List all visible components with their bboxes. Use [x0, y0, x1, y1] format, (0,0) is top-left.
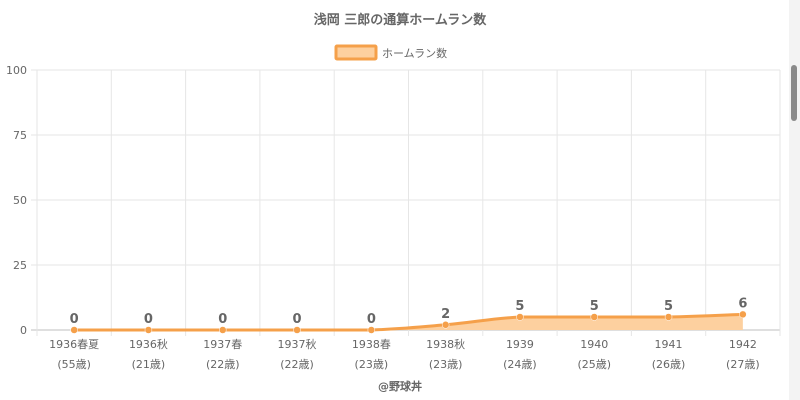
x-tick-sublabel: (21歳) — [132, 358, 166, 371]
data-label: 2 — [441, 307, 450, 322]
data-label: 5 — [590, 299, 599, 314]
grid — [31, 69, 781, 336]
y-tick-label: 0 — [20, 324, 27, 337]
data-labels: 0 0 0 0 0 2 5 5 5 6 — [70, 296, 748, 327]
x-tick-label: 1942 — [729, 338, 757, 351]
series-points — [70, 310, 747, 334]
x-axis: 1936春夏 (55歳) 1936秋 (21歳) 1937春 (22歳) 1937秋 (22歳… — [49, 337, 759, 371]
x-tick-sublabel: (27歳) — [726, 358, 760, 371]
x-tick-label: 1937春 — [203, 338, 242, 351]
chart-title: 浅岡 三郎の通算ホームラン数 — [314, 12, 487, 28]
data-label: 0 — [144, 312, 153, 327]
data-label: 5 — [515, 299, 524, 314]
scrollbar[interactable] — [789, 0, 800, 400]
x-tick-label: 1939 — [506, 338, 534, 351]
x-tick-sublabel: (23歳) — [355, 358, 389, 371]
x-tick-sublabel: (22歳) — [280, 358, 314, 371]
x-tick-label: 1936春夏 — [49, 338, 99, 351]
x-tick-sublabel: (26歳) — [652, 358, 686, 371]
legend-swatch — [334, 44, 378, 61]
y-tick-label: 100 — [6, 64, 27, 77]
data-point[interactable] — [590, 313, 598, 321]
legend[interactable]: ホームラン数 — [334, 44, 447, 61]
x-tick-sublabel: (55歳) — [57, 358, 91, 371]
x-tick-sublabel: (25歳) — [577, 358, 611, 371]
data-label: 0 — [70, 312, 79, 327]
data-point[interactable] — [293, 326, 301, 334]
legend-label: ホームラン数 — [382, 47, 447, 60]
x-tick-label: 1941 — [655, 338, 683, 351]
credit-text: @野球丼 — [378, 379, 422, 393]
x-tick-label: 1938春 — [352, 338, 391, 351]
x-tick-label: 1937秋 — [278, 337, 317, 351]
data-label: 6 — [738, 296, 747, 311]
y-tick-label: 25 — [13, 259, 27, 272]
x-tick-sublabel: (24歳) — [503, 358, 537, 371]
x-tick-sublabel: (23歳) — [429, 358, 463, 371]
data-point[interactable] — [144, 326, 153, 334]
series-line — [74, 312, 743, 332]
y-tick-label: 50 — [13, 194, 27, 207]
data-label: 0 — [367, 312, 376, 327]
data-point[interactable] — [664, 313, 673, 321]
data-point[interactable] — [739, 310, 747, 319]
data-point[interactable] — [367, 326, 376, 334]
series-area — [74, 312, 743, 332]
x-tick-label: 1938秋 — [426, 337, 465, 351]
data-point[interactable] — [219, 326, 227, 334]
data-label: 5 — [664, 299, 673, 314]
y-tick-label: 75 — [13, 129, 27, 142]
x-tick-label: 1936秋 — [129, 337, 168, 351]
scrollbar-thumb[interactable] — [791, 65, 797, 121]
data-point[interactable] — [70, 326, 78, 334]
data-label: 0 — [293, 312, 302, 327]
x-tick-label: 1940 — [580, 338, 608, 351]
x-tick-sublabel: (22歳) — [206, 358, 240, 371]
y-axis: 0 25 50 75 100 — [6, 64, 27, 337]
data-point[interactable] — [441, 321, 450, 329]
data-label: 0 — [218, 312, 227, 327]
data-point[interactable] — [516, 313, 524, 321]
